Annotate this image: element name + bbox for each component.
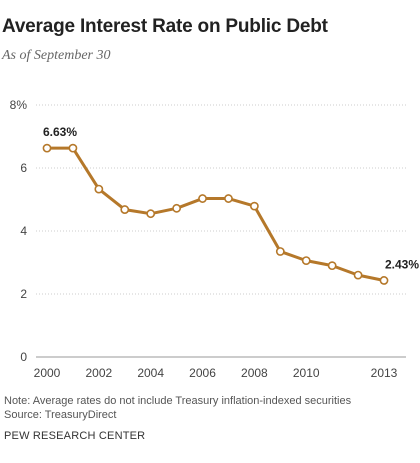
y-tick-label: 8% xyxy=(10,98,28,112)
y-tick-label: 6 xyxy=(20,161,27,175)
data-point xyxy=(275,247,285,256)
data-point xyxy=(224,194,233,203)
data-point xyxy=(249,201,259,211)
data-label: 2.43% xyxy=(385,257,419,271)
chart-title: Average Interest Rate on Public Debt xyxy=(2,16,328,37)
footnote: Note: Average rates do not include Treas… xyxy=(4,394,351,422)
data-point xyxy=(42,143,52,153)
data-point xyxy=(379,276,389,285)
brand-label: PEW RESEARCH CENTER xyxy=(4,430,146,442)
data-point xyxy=(94,184,104,194)
x-tick-label: 2013 xyxy=(371,366,398,380)
chart-subtitle: As of September 30 xyxy=(2,48,111,63)
note-text: Note: Average rates do not include Treas… xyxy=(4,395,352,407)
x-tick-label: 2004 xyxy=(137,366,164,380)
x-tick-label: 2008 xyxy=(241,366,268,380)
data-point xyxy=(198,194,207,203)
data-point xyxy=(120,205,130,214)
data-label: 6.63% xyxy=(43,125,77,139)
data-point xyxy=(146,209,156,219)
y-tick-label: 2 xyxy=(20,287,27,301)
y-tick-label: 4 xyxy=(20,224,27,238)
y-tick-label: 0 xyxy=(20,350,27,364)
source-text: Source: TreasuryDirect xyxy=(4,409,117,421)
series-line xyxy=(47,146,385,282)
x-tick-label: 2006 xyxy=(189,366,216,380)
x-tick-label: 2010 xyxy=(293,366,320,380)
x-tick-label: 2002 xyxy=(85,366,112,380)
data-point xyxy=(68,143,78,153)
data-point xyxy=(353,270,363,280)
x-tick-label: 2000 xyxy=(34,366,61,380)
line-chart: 0 2 4 6 8% 2000 2002 2004 2006 2008 2010 2013 6.63% 2… xyxy=(10,98,420,380)
data-point xyxy=(301,256,311,266)
data-point xyxy=(172,203,182,213)
data-point xyxy=(327,261,337,271)
